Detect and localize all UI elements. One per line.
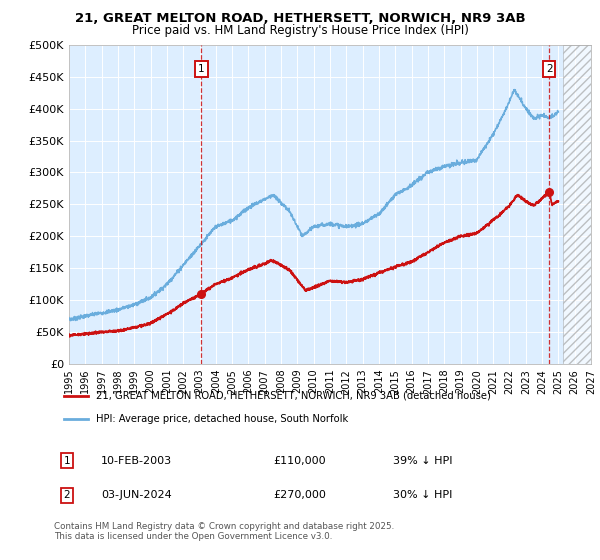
Text: 21, GREAT MELTON ROAD, HETHERSETT, NORWICH, NR9 3AB: 21, GREAT MELTON ROAD, HETHERSETT, NORWI…: [74, 12, 526, 25]
Text: 30% ↓ HPI: 30% ↓ HPI: [394, 491, 452, 500]
Text: £110,000: £110,000: [273, 455, 326, 465]
Text: 1: 1: [64, 455, 70, 465]
Bar: [563, 45, 591, 364]
Text: 2: 2: [546, 64, 553, 74]
Text: Price paid vs. HM Land Registry's House Price Index (HPI): Price paid vs. HM Land Registry's House …: [131, 24, 469, 36]
Text: Contains HM Land Registry data © Crown copyright and database right 2025.
This d: Contains HM Land Registry data © Crown c…: [54, 522, 394, 542]
Text: 03-JUN-2024: 03-JUN-2024: [101, 491, 172, 500]
Text: 1: 1: [198, 64, 205, 74]
Text: 21, GREAT MELTON ROAD, HETHERSETT, NORWICH, NR9 3AB (detached house): 21, GREAT MELTON ROAD, HETHERSETT, NORWI…: [96, 391, 491, 401]
Text: 39% ↓ HPI: 39% ↓ HPI: [394, 455, 453, 465]
Text: 2: 2: [64, 491, 70, 500]
Text: £270,000: £270,000: [273, 491, 326, 500]
Text: 10-FEB-2003: 10-FEB-2003: [101, 455, 172, 465]
Text: HPI: Average price, detached house, South Norfolk: HPI: Average price, detached house, Sout…: [96, 414, 348, 424]
